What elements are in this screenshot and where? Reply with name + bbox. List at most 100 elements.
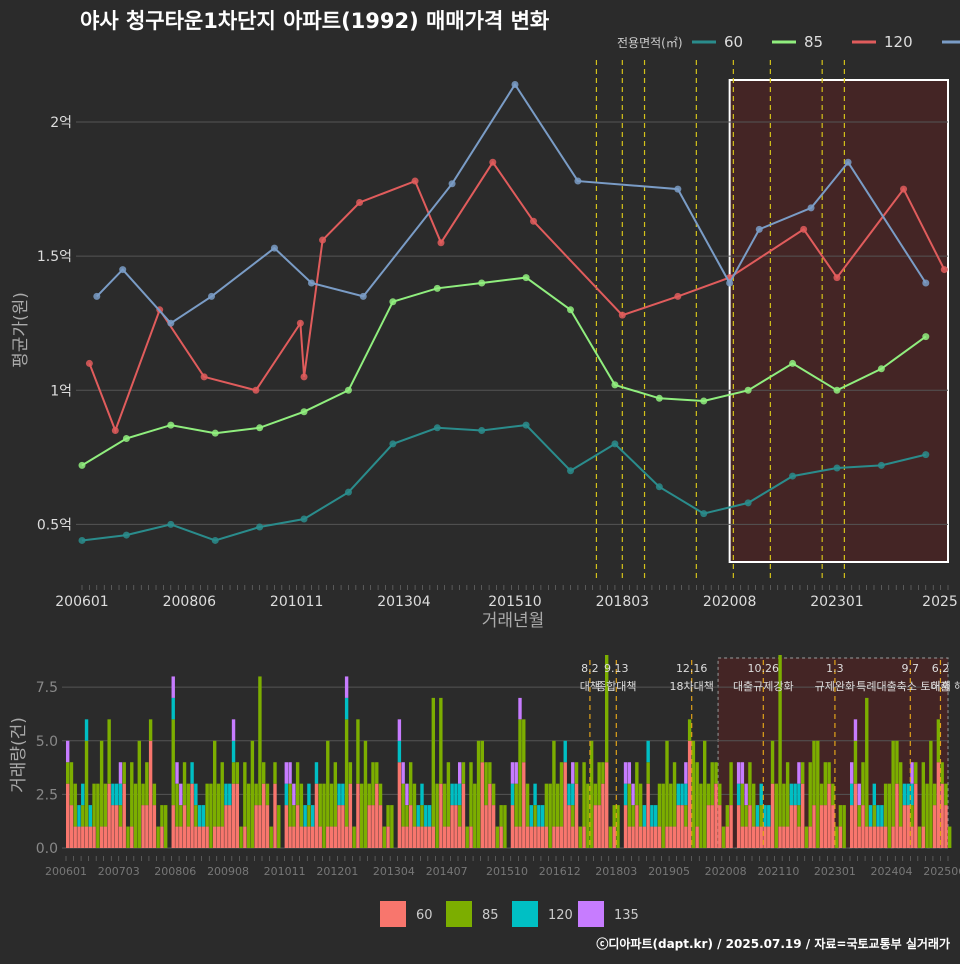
data-point-60 [478,426,486,434]
volume-bar-85 [277,805,281,848]
volume-bar-120 [341,783,345,806]
volume-bar-60 [921,826,926,848]
volume-bar-120 [797,783,801,806]
volume-bar-60 [442,826,447,848]
volume-bar-85 [435,783,439,848]
volume-bar-120 [902,783,907,806]
volume-bar-85 [179,805,183,827]
volume-bar-120 [454,783,458,806]
volume-bar-85 [333,762,338,827]
volume-bar-85 [816,740,820,848]
data-point-120 [674,292,682,300]
volume-bar-85 [439,697,443,784]
volume-bar-120 [868,805,873,827]
volume-bar-120 [767,805,771,827]
volume-bar-120 [111,783,115,806]
volume-bar-60 [73,826,77,848]
volume-bar-60 [522,762,526,848]
volume-bar-85 [612,805,616,827]
series-line-60 [81,424,927,542]
volume-bar-60 [254,805,258,848]
volume-bar-60 [194,826,198,848]
y-tick-label: 1.5억 [37,249,72,265]
volume-x-tick-label: 201011 [264,865,306,878]
volume-bar-85 [122,762,126,784]
volume-bar-85 [503,805,507,848]
volume-bar-85 [348,762,353,784]
volume-x-tick-label: 201407 [426,865,468,878]
volume-bar-60 [510,805,515,848]
volume-bar-60 [635,805,639,848]
volume-bar-85 [239,826,243,848]
volume-bar-60 [152,805,157,848]
volume-bar-85 [118,805,123,827]
volume-bar-120 [190,762,194,784]
volume-bar-85 [360,783,364,848]
volume-bar-85 [133,783,138,848]
data-point-60 [300,515,308,523]
legend-label-120: 120 [884,33,913,51]
volume-bar-85 [465,826,469,848]
data-point-135 [922,279,930,287]
bottom-legend-label-135: 135 [614,908,639,923]
x-axis-label: 거래년월 [482,611,545,631]
volume-bar-60 [262,783,266,848]
volume-bar-60 [115,805,119,848]
volume-bar-85 [695,762,699,827]
data-point-85 [611,381,619,389]
volume-bar-85 [831,783,835,806]
volume-bar-120 [231,740,236,763]
x-tick-label: 202008 [703,594,756,610]
volume-bar-135 [910,762,914,784]
volume-bar-85 [932,783,937,806]
volume-bar-60 [314,783,319,848]
volume-bar-85 [269,826,273,848]
volume-bar-60 [529,826,534,848]
volume-bar-85 [782,783,786,827]
volume-bar-85 [589,740,594,848]
volume-bar-85 [703,740,707,848]
volume-y-tick-label: 7.5 [36,680,58,696]
volume-bar-120 [676,783,681,806]
volume-bar-120 [623,783,628,806]
volume-bar-60 [567,805,571,848]
data-point-135 [574,177,582,185]
volume-bar-60 [891,826,895,848]
volume-x-tick-label: 202110 [757,865,799,878]
volume-bar-60 [801,783,805,848]
volume-bar-120 [763,805,767,827]
volume-bar-85 [785,762,790,827]
volume-bar-85 [921,762,926,827]
volume-bar-85 [638,783,643,827]
volume-bar-60 [88,826,93,848]
volume-bar-60 [672,826,677,848]
volume-bar-85 [431,697,436,827]
data-point-85 [211,429,219,437]
volume-bar-135 [458,762,462,784]
volume-bar-60 [412,826,417,848]
y-tick-label: 1억 [50,383,72,399]
volume-bar-60 [480,762,485,848]
volume-x-tick-label: 200601 [45,865,87,878]
volume-bar-60 [81,826,85,848]
volume-bar-120 [224,783,228,806]
volume-bar-85 [586,783,590,848]
volume-bar-120 [450,783,454,806]
volume-bar-120 [571,783,575,806]
volume-bar-60 [107,783,111,848]
volume-bar-85 [499,805,503,827]
volume-bar-60 [605,762,609,848]
volume-bar-85 [164,805,168,848]
volume-bar-85 [661,783,665,848]
volume-bar-60 [767,826,771,848]
volume-bar-60 [680,805,684,848]
volume-bar-120 [510,783,515,806]
volume-bar-60 [99,826,104,848]
data-point-60 [389,440,397,448]
volume-bar-60 [752,826,756,848]
volume-bar-85 [265,783,270,806]
volume-bar-60 [228,805,232,848]
volume-bar-85 [299,783,304,827]
volume-bar-85 [488,762,492,784]
